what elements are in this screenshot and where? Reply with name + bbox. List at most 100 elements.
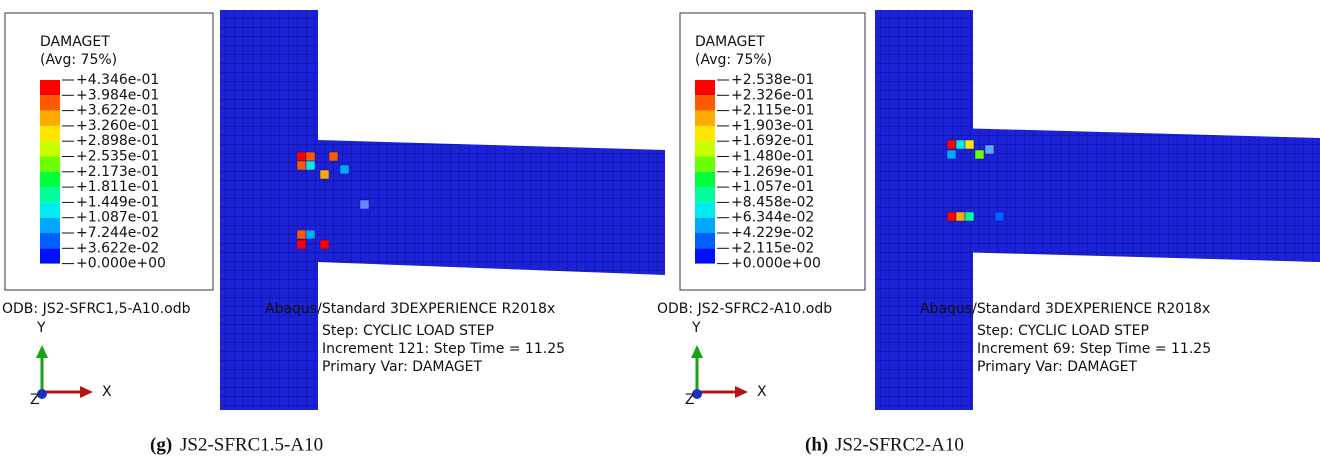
axis-y-label: Y: [691, 320, 701, 336]
damage-cell: [955, 211, 966, 222]
damage-cell: [296, 229, 307, 240]
legend-swatch: [695, 171, 715, 188]
legend-title: DAMAGET: [40, 34, 110, 50]
increment: Increment 121: Step Time = 11.25: [322, 341, 565, 357]
damage-cell: [319, 239, 330, 250]
legend-label: +1.692e-01: [731, 133, 814, 149]
legend-swatch: [40, 95, 60, 111]
legend-label: +3.260e-01: [76, 118, 159, 134]
axis-y-head: [36, 345, 48, 358]
solver: Abaqus/Standard 3DEXPERIENCE R2018x: [265, 301, 555, 317]
caption-text: JS2-SFRC2-A10: [835, 434, 964, 455]
solver: Abaqus/Standard 3DEXPERIENCE R2018x: [920, 301, 1210, 317]
legend-label: +1.449e-01: [76, 194, 159, 210]
damage-cell: [964, 211, 975, 222]
legend-avg: (Avg: 75%): [695, 52, 772, 68]
axis-y-head: [691, 345, 703, 358]
damage-cell: [984, 144, 995, 155]
legend-swatch: [40, 125, 60, 142]
legend-label: +4.346e-01: [76, 72, 159, 88]
legend-label: +2.326e-01: [731, 87, 814, 103]
legend-box: [4, 12, 214, 291]
legend-swatch: [40, 171, 60, 188]
damage-cell: [296, 239, 307, 250]
legend-swatch: [40, 202, 60, 218]
primary-var: Primary Var: DAMAGET: [977, 359, 1138, 375]
legend-title: DAMAGET: [695, 34, 765, 50]
legend-swatch: [40, 248, 60, 264]
odb: ODB: JS2-SFRC1,5-A10.odb: [2, 301, 191, 317]
damage-cell: [328, 151, 339, 162]
damage-cell: [946, 139, 957, 150]
legend-swatch: [695, 125, 715, 142]
legend-label: +2.538e-01: [731, 72, 814, 88]
legend-label: +1.480e-01: [731, 149, 814, 165]
damage-cell: [296, 151, 307, 162]
legend-label: +2.898e-01: [76, 133, 159, 149]
legend-swatch: [695, 202, 715, 218]
axis-z-dot: [37, 389, 47, 399]
legend-swatch: [695, 95, 715, 111]
damage-cell: [305, 229, 316, 240]
legend-label: +1.811e-01: [76, 179, 159, 195]
odb: ODB: JS2-SFRC2-A10.odb: [657, 301, 832, 317]
legend-swatch: [40, 217, 60, 233]
legend-swatch: [695, 110, 715, 126]
damage-cell: [955, 139, 966, 150]
damage-cell: [359, 199, 370, 210]
axis-y-label: Y: [36, 320, 46, 336]
legend-label: +1.269e-01: [731, 164, 814, 180]
step: Step: CYCLIC LOAD STEP: [322, 323, 494, 339]
legend-label: +2.115e-01: [731, 103, 814, 119]
legend-swatch: [695, 233, 715, 249]
damage-cell: [296, 160, 307, 171]
panel: DAMAGET(Avg: 75%)+4.346e-01+3.984e-01+3.…: [2, 10, 665, 455]
damage-cell: [994, 211, 1005, 222]
axis-z-label: Z: [685, 392, 695, 408]
legend-label: +7.244e-02: [76, 225, 159, 241]
caption-letter: (h): [805, 434, 828, 455]
legend-swatch: [695, 141, 715, 157]
axis-z-dot: [692, 389, 702, 399]
damage-cell: [305, 151, 316, 162]
legend-label: +1.087e-01: [76, 210, 159, 226]
caption-text: JS2-SFRC1.5-A10: [180, 434, 323, 455]
legend-label: +1.903e-01: [731, 118, 814, 134]
legend-label: +4.229e-02: [731, 225, 814, 241]
legend-label: +1.057e-01: [731, 179, 814, 195]
damage-cell: [319, 169, 330, 180]
legend-label: +6.344e-02: [731, 210, 814, 226]
axis-x-head: [735, 386, 748, 398]
legend-swatch: [695, 80, 715, 96]
damage-cell: [339, 164, 350, 175]
legend-swatch: [695, 156, 715, 172]
legend-swatch: [40, 156, 60, 172]
panel: DAMAGET(Avg: 75%)+2.538e-01+2.326e-01+2.…: [657, 10, 1320, 455]
legend-label: +3.622e-01: [76, 103, 159, 119]
legend-label: +8.458e-02: [731, 194, 814, 210]
legend-swatch: [40, 110, 60, 126]
legend-label: +2.115e-02: [731, 240, 814, 256]
legend-swatch: [40, 233, 60, 249]
beam: [955, 128, 1320, 262]
caption-letter: (g): [150, 434, 172, 455]
legend-label: +0.000e+00: [731, 256, 821, 272]
increment: Increment 69: Step Time = 11.25: [977, 341, 1211, 357]
legend-label: +2.535e-01: [76, 149, 159, 165]
legend-label: +3.622e-02: [76, 240, 159, 256]
legend-swatch: [40, 80, 60, 96]
legend-avg: (Avg: 75%): [40, 52, 117, 68]
legend-label: +3.984e-01: [76, 87, 159, 103]
legend-swatch: [40, 141, 60, 157]
damage-cell: [305, 160, 316, 171]
axis-x-label: X: [102, 384, 112, 400]
legend-swatch: [695, 248, 715, 264]
legend-label: +0.000e+00: [76, 256, 166, 272]
step: Step: CYCLIC LOAD STEP: [977, 323, 1149, 339]
primary-var: Primary Var: DAMAGET: [322, 359, 483, 375]
damage-cell: [964, 139, 975, 150]
damage-cell: [974, 149, 985, 160]
beam: [318, 140, 665, 275]
axis-x-label: X: [757, 384, 767, 400]
